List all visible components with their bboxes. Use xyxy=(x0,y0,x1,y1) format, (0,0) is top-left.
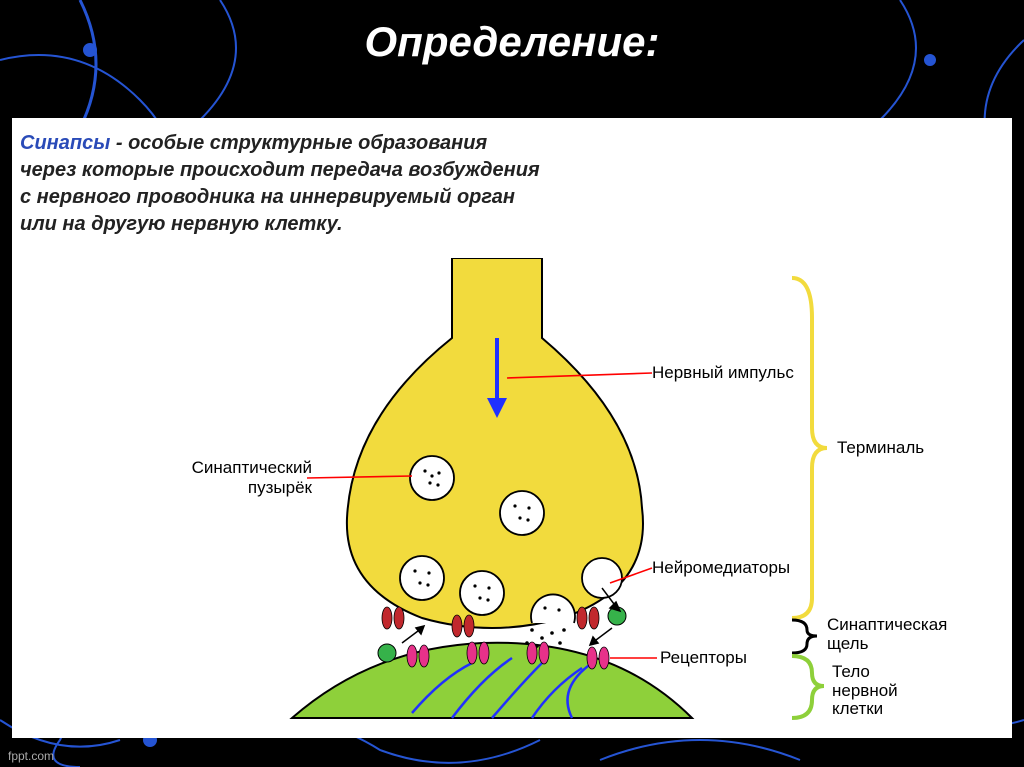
slide-title: Определение: xyxy=(0,18,1024,66)
watermark: fppt.com xyxy=(8,749,54,763)
synapse-diagram: Нервный импульс Синаптический пузырёк Не… xyxy=(112,258,992,728)
definition-text: Синапсы - особые структурные образования… xyxy=(20,130,540,238)
brace-body xyxy=(792,656,824,718)
content-panel: Синапсы - особые структурные образования… xyxy=(12,118,1012,738)
label-terminal: Терминаль xyxy=(837,438,924,458)
label-receptors: Рецепторы xyxy=(660,648,747,668)
label-synaptic-vesicle: Синаптический пузырёк xyxy=(172,458,312,498)
brace-cleft xyxy=(792,620,817,653)
label-nerve-impulse: Нервный импульс xyxy=(652,363,794,383)
definition-term: Синапсы xyxy=(20,132,110,154)
brace-terminal xyxy=(792,278,827,618)
neurotransmitter-ball xyxy=(378,644,396,662)
postsynaptic-cell xyxy=(292,643,692,718)
label-synaptic-cleft: Синаптическая щель xyxy=(827,616,977,653)
label-neurotransmitters: Нейромедиаторы xyxy=(652,558,790,578)
label-cell-body: Тело нервной клетки xyxy=(832,663,898,719)
